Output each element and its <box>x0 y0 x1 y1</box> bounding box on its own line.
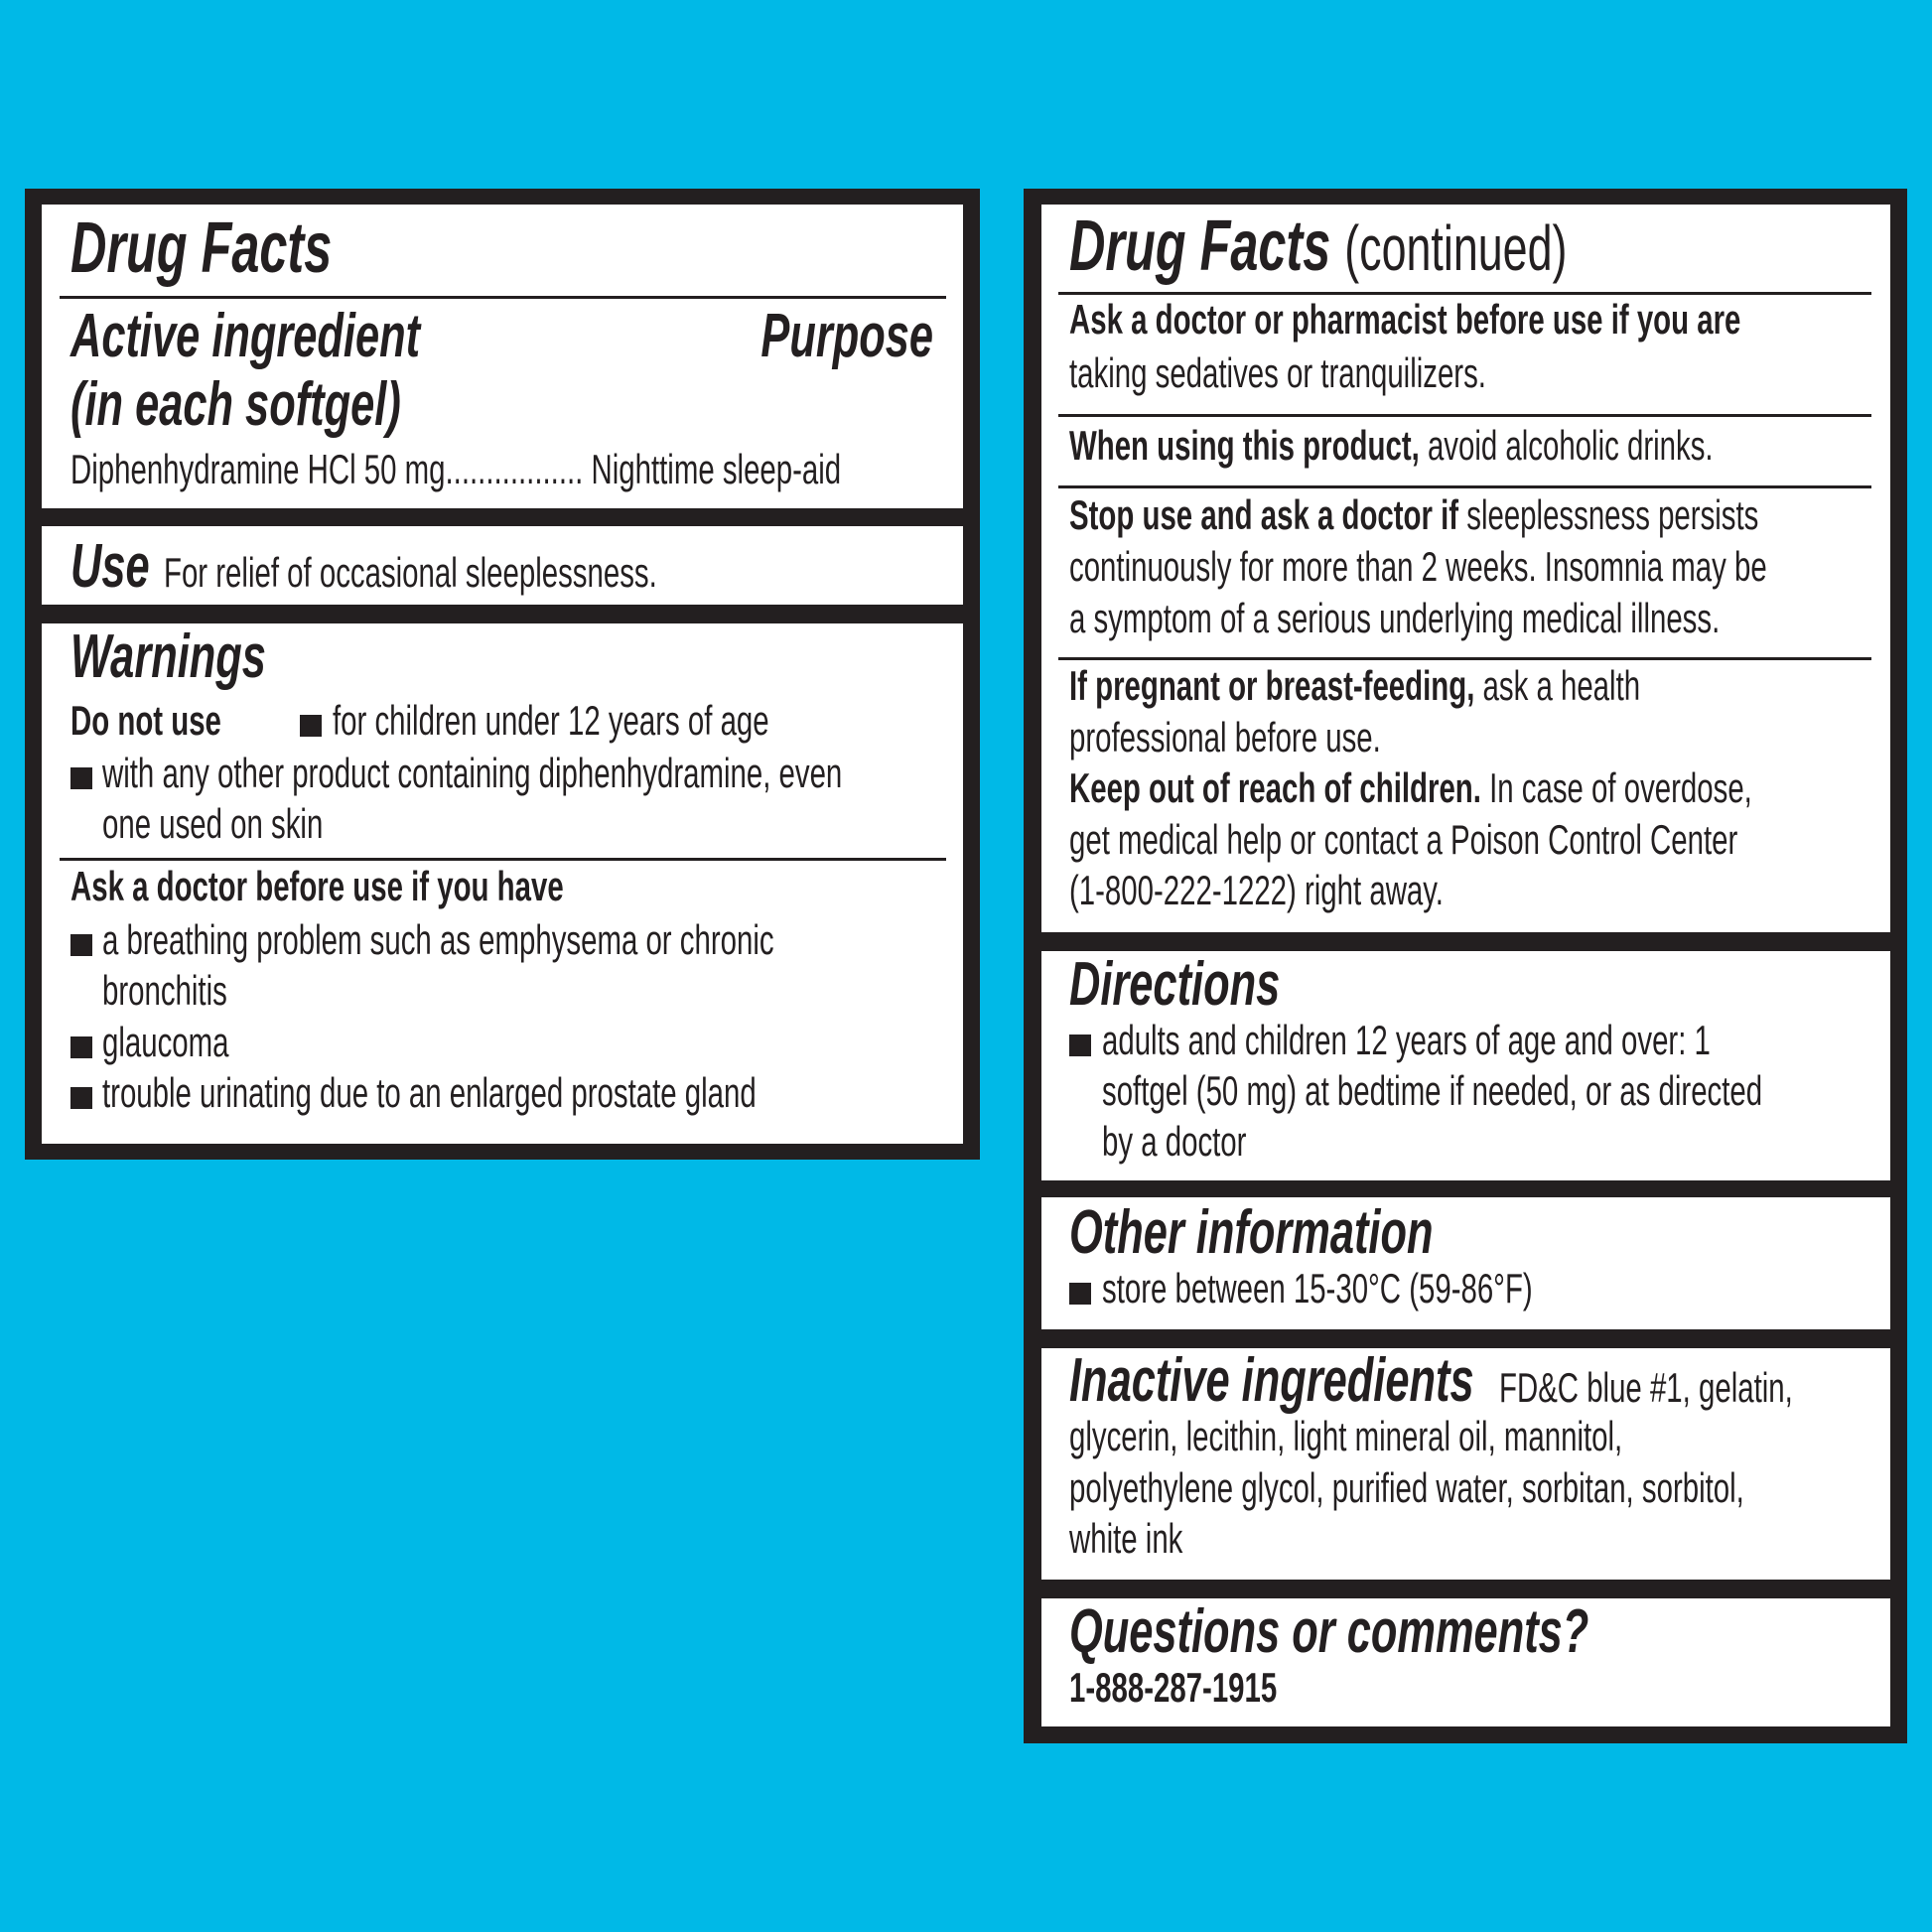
when-using-line: When using this product, avoid alcoholic… <box>1069 425 1714 467</box>
stop-use-text: continuously for more than 2 weeks. Inso… <box>1069 543 1767 590</box>
do-not-use-label: Do not use <box>70 697 221 744</box>
pregnant-bold: If pregnant or breast-feeding, <box>1069 662 1475 709</box>
use-text: For relief of occasional sleeplessness. <box>164 549 657 596</box>
directions-item-continued: softgel (50 mg) at bedtime if needed, or… <box>1102 1067 1763 1114</box>
bullet-icon <box>300 715 322 737</box>
ask-pharmacist-text: taking sedatives or tranquilizers. <box>1069 349 1486 396</box>
bullet-icon <box>1069 1035 1091 1056</box>
directions-section <box>1041 951 1890 1180</box>
keep-out-text: In case of overdose, <box>1489 764 1752 811</box>
inactive-ingredients-section <box>1041 1348 1890 1580</box>
warning-item: with any other product containing diphen… <box>102 750 843 796</box>
questions-section <box>1041 1598 1890 1726</box>
stop-use-bold: Stop use and ask a doctor if <box>1069 491 1459 538</box>
other-information-section <box>1041 1197 1890 1329</box>
directions-heading: Directions <box>1069 950 1281 1019</box>
keep-out-line: Keep out of reach of children. In case o… <box>1069 767 1752 809</box>
bullet-icon <box>70 1036 92 1058</box>
ask-doctor-item: glaucoma <box>102 1019 229 1065</box>
warning-item-continued: one used on skin <box>102 800 324 847</box>
warnings-heading: Warnings <box>70 622 266 691</box>
inactive-ingredients-text: white ink <box>1069 1515 1183 1562</box>
divider <box>1058 292 1871 295</box>
divider <box>1058 657 1871 660</box>
divider <box>1058 414 1871 417</box>
use-heading: Use <box>70 532 150 601</box>
title-suffix: (continued) <box>1344 212 1568 284</box>
divider <box>60 296 946 299</box>
divider <box>60 858 946 861</box>
active-ingredient-heading: Active ingredient <box>70 302 421 370</box>
active-ingredient-subheading: (in each softgel) <box>70 370 401 439</box>
bullet-icon <box>70 1087 92 1109</box>
bullet-icon <box>70 934 92 956</box>
stop-use-text: sleeplessness persists <box>1466 491 1759 538</box>
drug-facts-title: Drug Facts <box>70 208 333 288</box>
ask-pharmacist-heading: Ask a doctor or pharmacist before use if… <box>1069 296 1741 343</box>
other-information-heading: Other information <box>1069 1198 1434 1267</box>
purpose-heading: Purpose <box>760 302 933 370</box>
questions-heading: Questions or comments? <box>1069 1597 1589 1666</box>
stop-use-text: a symptom of a serious underlying medica… <box>1069 595 1721 641</box>
ask-doctor-heading: Ask a doctor before use if you have <box>70 863 564 909</box>
ask-doctor-item-continued: bronchitis <box>102 967 227 1014</box>
inactive-ingredients-text: FD&C blue #1, gelatin, <box>1499 1364 1793 1411</box>
use-section <box>42 526 963 605</box>
inactive-ingredients-text: glycerin, lecithin, light mineral oil, m… <box>1069 1413 1623 1459</box>
bullet-icon <box>1069 1283 1091 1305</box>
drug-facts-continued-title: Drug Facts (continued) <box>1069 210 1567 282</box>
storage-item: store between 15-30°C (59-86°F) <box>1102 1265 1533 1311</box>
title-bold: Drug Facts <box>1069 207 1331 286</box>
when-using-text: avoid alcoholic drinks. <box>1427 422 1714 469</box>
keep-out-text: get medical help or contact a Poison Con… <box>1069 816 1738 863</box>
ingredient-line: Diphenhydramine HCl 50 mg...............… <box>70 446 842 492</box>
directions-item: adults and children 12 years of age and … <box>1102 1017 1711 1063</box>
ask-doctor-item: a breathing problem such as emphysema or… <box>102 916 774 963</box>
inactive-ingredients-heading: Inactive ingredients <box>1069 1346 1474 1415</box>
keep-out-bold: Keep out of reach of children. <box>1069 764 1481 811</box>
inactive-ingredients-text: polyethylene glycol, purified water, sor… <box>1069 1464 1744 1511</box>
warnings-continued-section <box>1041 205 1890 932</box>
stop-use-line: Stop use and ask a doctor if sleeplessne… <box>1069 494 1758 536</box>
bullet-icon <box>70 767 92 789</box>
active-ingredient-section <box>42 205 963 508</box>
when-using-bold: When using this product, <box>1069 422 1420 469</box>
pregnant-line: If pregnant or breast-feeding, ask a hea… <box>1069 665 1640 707</box>
warning-item: for children under 12 years of age <box>333 697 769 744</box>
divider <box>1058 485 1871 488</box>
questions-phone: 1-888-287-1915 <box>1069 1664 1278 1711</box>
directions-item-continued: by a doctor <box>1102 1118 1247 1165</box>
poison-control-phone: (1-800-222-1222) right away. <box>1069 867 1444 913</box>
warnings-section <box>42 623 963 1144</box>
pregnant-text: ask a health <box>1482 662 1641 709</box>
pregnant-text: professional before use. <box>1069 714 1381 760</box>
ask-doctor-item: trouble urinating due to an enlarged pro… <box>102 1069 757 1116</box>
